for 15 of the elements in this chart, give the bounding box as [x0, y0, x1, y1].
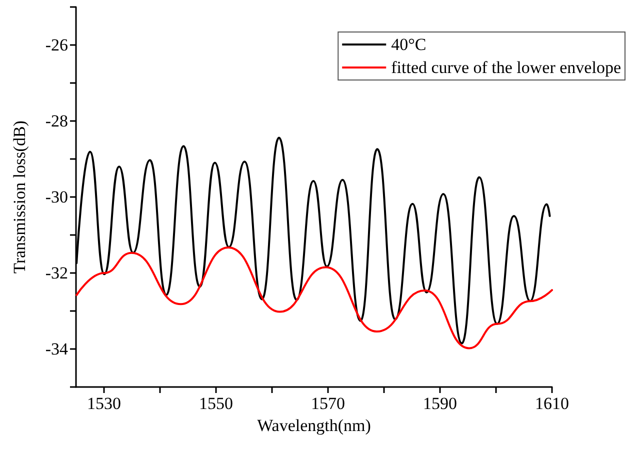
line-series — [76, 246, 553, 350]
x-tick-label: 1610 — [535, 394, 569, 413]
x-tick-label: 1570 — [311, 394, 345, 413]
x-tick-label: 1550 — [199, 394, 233, 413]
legend-label: 40°C — [391, 35, 426, 54]
legend-label: fitted curve of the lower envelope — [391, 58, 621, 77]
y-tick-label: -34 — [45, 340, 68, 358]
y-tick-label: -30 — [45, 188, 68, 206]
y-tick-label: -28 — [45, 112, 68, 130]
y-tick-label: -32 — [45, 264, 68, 282]
x-tick-label: 1530 — [87, 394, 121, 413]
x-axis-title: Wavelength(nm) — [257, 416, 371, 435]
x-tick-label: 1590 — [423, 394, 457, 413]
y-tick-label: -26 — [45, 36, 68, 54]
y-axis-title: Transmission loss(dB) — [10, 120, 29, 274]
